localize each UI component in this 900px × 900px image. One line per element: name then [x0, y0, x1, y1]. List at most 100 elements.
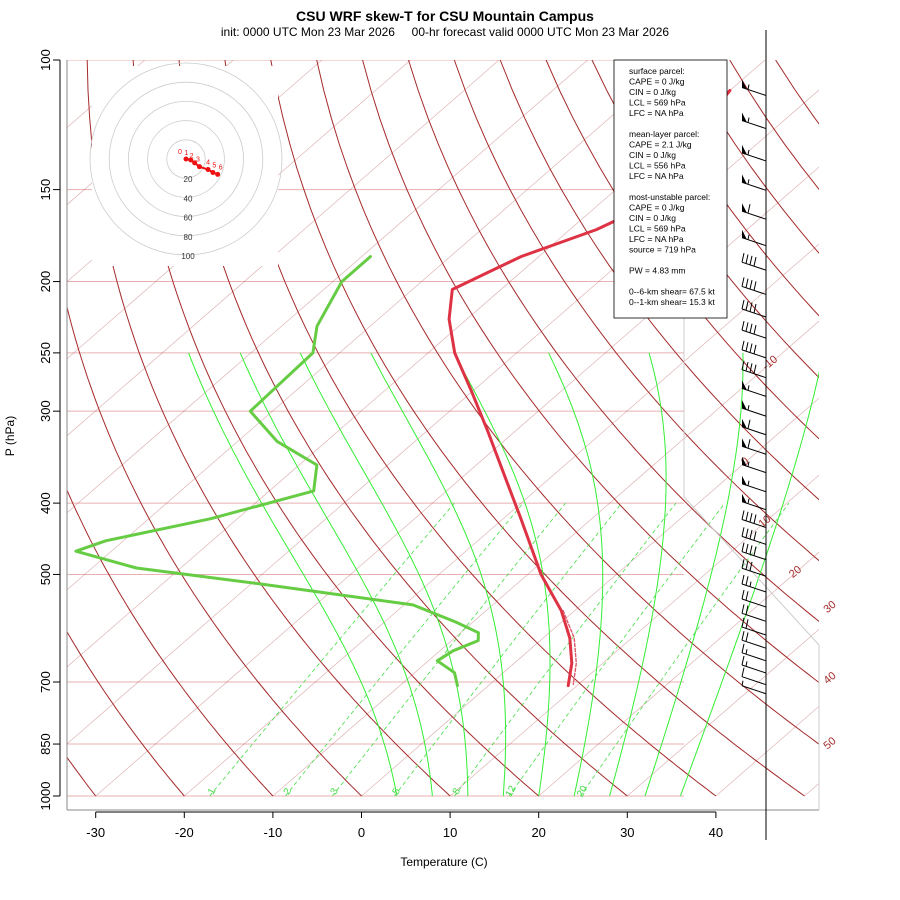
hodograph-ring-label: 20: [184, 175, 193, 184]
mixing-ratio-line: [580, 502, 790, 797]
wind-barb: [741, 229, 767, 247]
wind-barb: [741, 527, 767, 545]
stats-line: CIN = 0 J/kg: [629, 87, 676, 97]
dry-adiabat: [453, 60, 819, 562]
wind-barb: [741, 589, 767, 608]
isotherm-label: 40: [822, 670, 839, 687]
isotherm-line: [538, 551, 819, 797]
moist-adiabat: [609, 352, 667, 797]
stats-line: 0--1-km shear= 15.3 kt: [629, 297, 715, 307]
wind-barb: [741, 680, 767, 695]
dry-adiabat: [270, 60, 805, 797]
x-tick-label: 10: [443, 825, 457, 840]
wind-barb: [741, 112, 767, 130]
wind-barb: [741, 542, 767, 561]
x-tick-label: 0: [358, 825, 365, 840]
x-tick-label: 30: [620, 825, 634, 840]
hodograph-ring-label: 40: [184, 194, 193, 203]
wind-barb: [741, 655, 767, 674]
wind-barb: [741, 253, 767, 271]
hodograph-point: [196, 164, 202, 170]
mixing-ratio-label: 3: [329, 786, 342, 797]
dewpoint-trace: [74, 255, 480, 688]
stats-box-frame: [613, 59, 728, 319]
hodograph: 20 40 60 80 100 0 1 23 4 5 6: [89, 62, 283, 266]
isotherm-line: [95, 166, 819, 797]
hodograph-point-label: 6: [219, 164, 223, 171]
wind-barb: [741, 604, 767, 622]
mixing-ratio-line: [454, 502, 677, 797]
stats-line: surface parcel:: [629, 66, 685, 76]
mixing-ratio-line: [332, 502, 566, 797]
dry-adiabat: [67, 630, 185, 797]
moist-adiabat: [239, 352, 433, 797]
mixing-ratio-label: 12: [504, 784, 519, 800]
wind-barb: [741, 418, 767, 436]
moist-adiabat: [644, 352, 744, 797]
stats-line: CIN = 0 J/kg: [629, 213, 676, 223]
dry-adiabat: [545, 60, 819, 440]
moist-adiabat: [299, 352, 469, 796]
wind-barb: [741, 559, 767, 577]
stats-line: source = 719 hPa: [629, 245, 696, 255]
dry-adiabat: [867, 60, 900, 796]
dry-adiabat: [775, 60, 819, 125]
wind-barb: [741, 617, 767, 636]
mixing-ratio-line: [508, 502, 726, 797]
mixing-ratio-label: 20: [575, 784, 590, 800]
stats-line: LCL = 569 hPa: [629, 98, 686, 108]
wind-barb: [741, 144, 767, 162]
wind-barb: [741, 438, 767, 455]
dry-adiabat: [67, 488, 274, 797]
stats-line: CAPE = 2.1 J/kg: [629, 140, 692, 150]
y-tick-label: 100: [38, 49, 53, 71]
y-tick-label: 200: [38, 271, 53, 293]
hodograph-point-label: 1: [184, 150, 188, 157]
wind-barb: [741, 277, 767, 295]
hodograph-ring: [108, 81, 264, 237]
hodograph-point-label: 4: [206, 160, 210, 167]
dry-adiabat: [67, 304, 362, 797]
stats-line: LFC = NA hPa: [629, 108, 684, 118]
moist-adiabat: [370, 352, 507, 797]
stats-line: mean-layer parcel:: [629, 129, 699, 139]
hodograph-point: [192, 160, 198, 166]
isotherm-line: [627, 628, 819, 797]
isotherm-label: 50: [822, 735, 839, 752]
dry-adiabat: [822, 60, 900, 796]
wind-barb: [741, 400, 767, 417]
wind-barb: [741, 631, 767, 649]
dry-adiabat: [499, 60, 819, 501]
hodograph-point: [210, 169, 216, 175]
stats-line: most-unstable parcel:: [629, 192, 710, 202]
moist-adiabat: [680, 370, 819, 797]
isotherm-line: [67, 60, 500, 437]
wind-barb: [741, 174, 767, 191]
isotherm-line: [449, 474, 819, 797]
wind-barb: [741, 574, 767, 593]
isotherm-line: [184, 243, 819, 797]
hodograph-ring: [147, 120, 225, 198]
isotherm-label: 30: [822, 599, 839, 616]
moist-adiabat: [453, 352, 551, 797]
hodograph-ring: [89, 62, 283, 256]
hodograph-ring: [166, 139, 206, 179]
wind-barb: [741, 493, 767, 511]
chart-subtitle: init: 0000 UTC Mon 23 Mar 2026 00-hr for…: [221, 25, 670, 39]
y-tick-label: 250: [38, 342, 53, 364]
isotherm-line: [272, 320, 819, 797]
x-tick-label: -10: [264, 825, 283, 840]
y-tick-label: 400: [38, 492, 53, 514]
stats-line: LFC = NA hPa: [629, 234, 684, 244]
wind-barb: [741, 380, 767, 397]
hodograph-ring-label: 60: [184, 214, 193, 223]
hodograph-point-label: 0: [178, 149, 182, 156]
chart-title: CSU WRF skew-T for CSU Mountain Campus: [296, 8, 594, 24]
isotherm-line: [67, 60, 677, 591]
hodograph-point: [215, 171, 221, 177]
y-tick-label: 850: [38, 733, 53, 755]
x-axis-label: Temperature (C): [400, 855, 487, 869]
moist-adiabat: [188, 352, 398, 797]
hodograph-point-label: 5: [212, 162, 216, 169]
